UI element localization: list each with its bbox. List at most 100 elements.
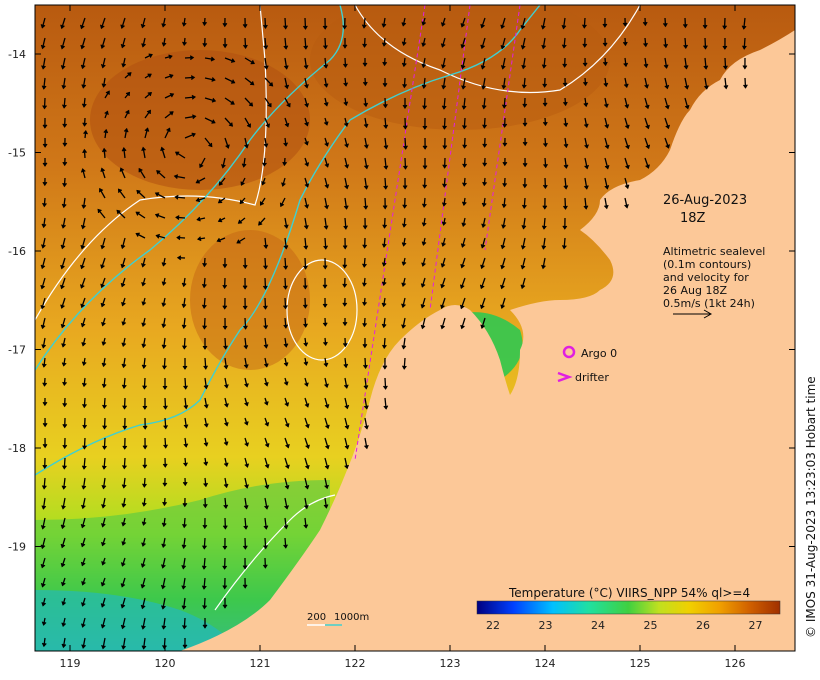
velocity-arrowhead [582, 62, 588, 67]
lon-tick-label: 125 [630, 657, 651, 670]
velocity-arrowhead [421, 241, 427, 246]
velocity-arrowhead [201, 283, 207, 289]
velocity-arrowhead [161, 323, 167, 329]
velocity-arrowhead [60, 304, 65, 309]
velocity-arrowhead [230, 100, 235, 105]
velocity-arrowhead [482, 143, 488, 148]
velocity-arrowhead [60, 543, 66, 549]
velocity-arrowhead [624, 204, 629, 209]
velocity-arrowhead [522, 163, 528, 168]
velocity-arrowhead [644, 104, 650, 110]
velocity-arrowhead [250, 81, 255, 86]
legend-line-3: and velocity for [663, 271, 749, 284]
velocity-arrowhead [141, 43, 146, 48]
velocity-arrowhead [521, 84, 527, 89]
velocity-arrowhead [322, 284, 328, 289]
velocity-arrowhead [100, 624, 106, 629]
velocity-arrowhead [267, 103, 272, 108]
velocity-arrowhead [342, 245, 348, 250]
velocity-arrowhead [201, 565, 207, 570]
velocity-arrowhead [268, 82, 274, 87]
velocity-arrowhead [121, 503, 127, 508]
velocity-arrowhead [60, 24, 65, 30]
velocity-arrowhead [181, 324, 187, 330]
velocity-arrowhead [222, 264, 228, 269]
velocity-arrowhead [202, 262, 207, 268]
velocity-arrowhead [304, 403, 310, 408]
velocity-arrowhead [60, 562, 66, 568]
contour-200m [35, 5, 267, 321]
velocity-arrowhead [203, 404, 209, 409]
velocity-arrowhead [501, 84, 507, 90]
velocity-arrowhead [217, 199, 223, 204]
velocity-arrowhead [462, 163, 468, 168]
colorbar-tick-label: 24 [591, 619, 605, 632]
velocity-arrowhead [683, 44, 689, 49]
velocity-arrowhead [81, 581, 86, 586]
velocity-arrowhead [40, 544, 46, 550]
velocity-arrowhead [80, 244, 86, 250]
velocity-arrowhead [401, 261, 407, 266]
velocity-arrowhead [624, 124, 630, 130]
velocity-arrowhead [624, 104, 630, 109]
velocity-arrowhead [264, 422, 270, 427]
velocity-arrowhead [120, 604, 126, 609]
velocity-arrowhead [146, 109, 151, 115]
velocity-arrowhead [100, 582, 106, 587]
colorbar-tick-label: 25 [644, 619, 658, 632]
velocity-arrowhead [264, 443, 270, 448]
velocity-arrowhead [135, 232, 140, 237]
velocity-arrowhead [540, 25, 546, 30]
velocity-arrowhead [61, 485, 67, 490]
velocity-arrowhead [100, 167, 106, 172]
velocity-arrowhead [303, 64, 309, 70]
velocity-arrowhead [381, 302, 387, 308]
velocity-arrowhead [120, 244, 126, 250]
velocity-arrowhead [101, 362, 107, 368]
velocity-arrowhead [202, 21, 207, 27]
velocity-arrowhead [141, 343, 147, 349]
velocity-arrowhead [100, 44, 106, 49]
velocity-arrowhead [61, 84, 67, 90]
velocity-arrowhead [81, 382, 87, 388]
velocity-arrowhead [183, 462, 188, 467]
velocity-arrowhead [141, 301, 147, 306]
velocity-arrowhead [62, 123, 68, 128]
velocity-arrowhead [382, 103, 388, 109]
velocity-arrowhead [263, 143, 269, 148]
velocity-arrowhead [99, 187, 104, 193]
velocity-arrowhead [82, 403, 87, 409]
velocity-arrowhead [191, 94, 196, 100]
velocity-arrowhead [103, 128, 109, 134]
velocity-arrowhead [264, 484, 270, 490]
velocity-arrowhead [584, 144, 589, 149]
velocity-arrowhead [202, 524, 208, 529]
velocity-arrowhead [202, 545, 207, 550]
velocity-arrowhead [60, 284, 65, 290]
velocity-arrowhead [702, 45, 708, 50]
velocity-arrowhead [181, 303, 187, 309]
velocity-arrowhead [242, 305, 248, 310]
velocity-arrowhead [323, 245, 329, 250]
velocity-arrowhead [125, 91, 131, 97]
velocity-arrowhead [161, 605, 166, 610]
velocity-arrowhead [162, 365, 167, 370]
velocity-arrowhead [262, 305, 268, 310]
velocity-arrowhead [583, 205, 589, 210]
velocity-arrowhead [41, 244, 46, 249]
velocity-arrowhead [441, 202, 447, 207]
velocity-arrowhead [140, 584, 146, 589]
velocity-arrowhead [182, 625, 187, 630]
velocity-arrowhead [522, 184, 528, 189]
velocity-arrowhead [363, 123, 369, 129]
velocity-arrowhead [243, 325, 248, 330]
velocity-arrowhead [222, 525, 228, 530]
velocity-arrowhead [481, 223, 486, 228]
velocity-arrowhead [182, 41, 187, 46]
velocity-arrowhead [344, 425, 350, 430]
velocity-arrowhead [343, 205, 349, 210]
velocity-arrowhead [258, 221, 263, 226]
velocity-arrowhead [182, 481, 188, 487]
velocity-arrowhead [160, 146, 165, 152]
velocity-arrowhead [142, 425, 148, 430]
